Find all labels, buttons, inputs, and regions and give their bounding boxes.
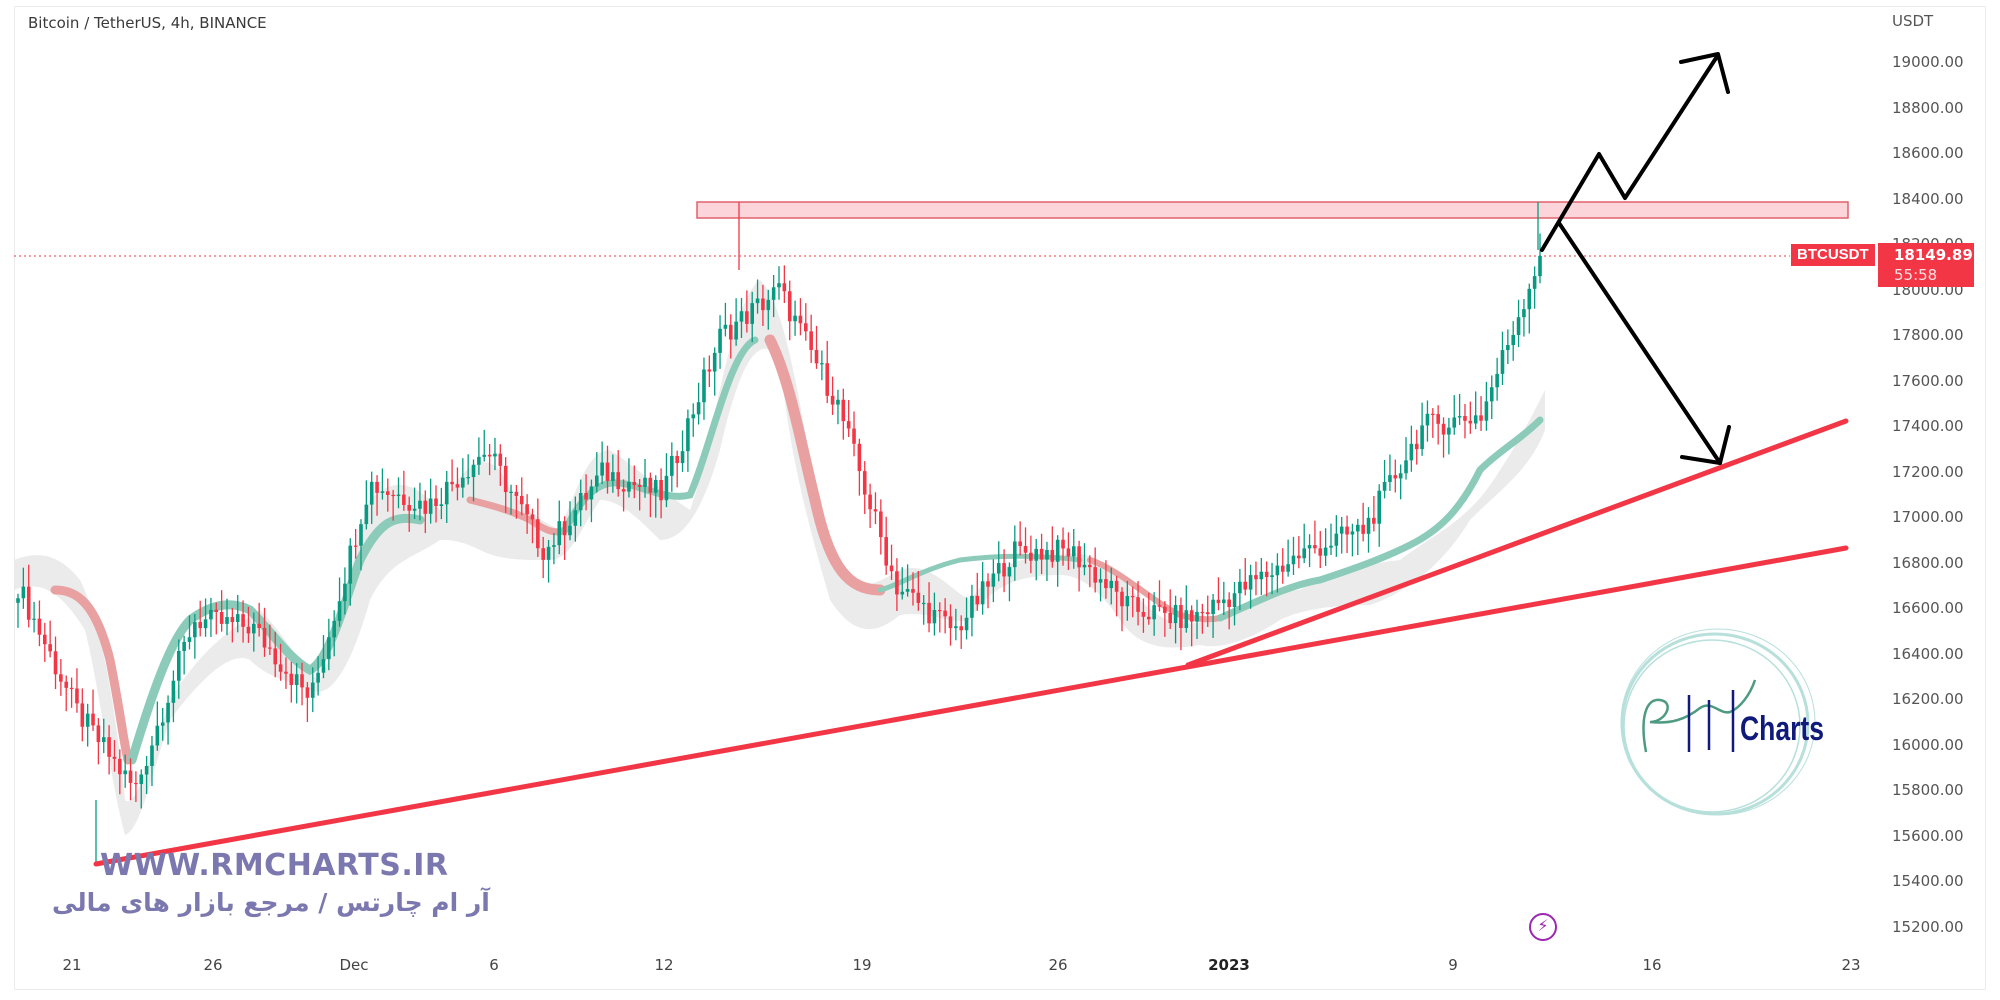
lightning-event-icon[interactable]: ⚡︎ — [1529, 913, 1557, 941]
bearish-scenario-arrow[interactable] — [1557, 221, 1731, 465]
price-tick: 17200.00 — [1892, 463, 1964, 481]
time-label: 12 — [654, 956, 674, 974]
time-label: 23 — [1841, 956, 1861, 974]
rmcharts-logo-mark — [1642, 679, 1757, 753]
time-label: 9 — [1448, 956, 1458, 974]
price-tick: 15800.00 — [1892, 781, 1964, 799]
ma-ribbon-down-1 — [50, 585, 133, 765]
ma-ribbon-down-2 — [466, 496, 569, 536]
resistance-zone[interactable] — [696, 201, 1849, 219]
bullish-scenario-arrow[interactable] — [1540, 52, 1730, 252]
time-label-year: 2023 — [1208, 956, 1250, 974]
ma-ribbon-up-1 — [127, 513, 425, 765]
price-tick: 18600.00 — [1892, 144, 1964, 162]
price-tick: 16400.00 — [1892, 645, 1964, 663]
time-axis[interactable]: 21 26 Dec 6 12 19 26 2023 9 16 23 — [0, 952, 1860, 982]
bar-countdown: 55:58 — [1894, 266, 1938, 284]
upper-trendline[interactable] — [1185, 418, 1849, 668]
price-tick: 19000.00 — [1892, 53, 1964, 71]
time-label: 26 — [203, 956, 223, 974]
price-tick: 15400.00 — [1892, 872, 1964, 890]
price-tick: 16200.00 — [1892, 690, 1964, 708]
time-label: 6 — [489, 956, 499, 974]
time-label: 19 — [852, 956, 872, 974]
price-tick: 17600.00 — [1892, 372, 1964, 390]
rmcharts-logo-ring — [1620, 628, 1816, 816]
time-label: 16 — [1642, 956, 1662, 974]
chart-frame — [14, 6, 1986, 990]
price-tick: 16000.00 — [1892, 736, 1964, 754]
ma-ribbon-up-2 — [561, 336, 759, 534]
last-price-value: 18149.89 — [1894, 246, 1973, 264]
price-tick: 16800.00 — [1892, 554, 1964, 572]
price-axis[interactable]: USDT 19000.00 18800.00 18600.00 18400.00… — [1860, 0, 1985, 990]
price-tick: 18800.00 — [1892, 99, 1964, 117]
ma-ribbon-down-3 — [764, 334, 886, 596]
time-label: 21 — [62, 956, 82, 974]
price-tick: 18400.00 — [1892, 190, 1964, 208]
price-tick: 16600.00 — [1892, 599, 1964, 617]
price-tick: 17400.00 — [1892, 417, 1964, 435]
time-label: Dec — [339, 956, 369, 974]
price-tick: 17800.00 — [1892, 326, 1964, 344]
time-label: 26 — [1048, 956, 1068, 974]
lower-trendline[interactable] — [93, 545, 1849, 867]
logo-text: Charts — [1740, 710, 1825, 748]
price-tick: 15200.00 — [1892, 918, 1964, 936]
ma-ribbon-up-4 — [1216, 416, 1544, 622]
watermark-persian: آر ام چارتس / مرجع بازار های مالی — [52, 888, 490, 917]
watermark-url: WWW.RMCHARTS.IR — [100, 848, 449, 883]
candlesticks — [16, 202, 1542, 864]
last-price-tag: 18149.89 55:58 — [1878, 243, 1974, 287]
symbol-tag: BTCUSDT — [1791, 244, 1875, 266]
price-axis-unit: USDT — [1892, 12, 1934, 30]
chart-title: Bitcoin / TetherUS, 4h, BINANCE — [28, 14, 267, 32]
price-tick: 15600.00 — [1892, 827, 1964, 845]
price-tick: 17000.00 — [1892, 508, 1964, 526]
